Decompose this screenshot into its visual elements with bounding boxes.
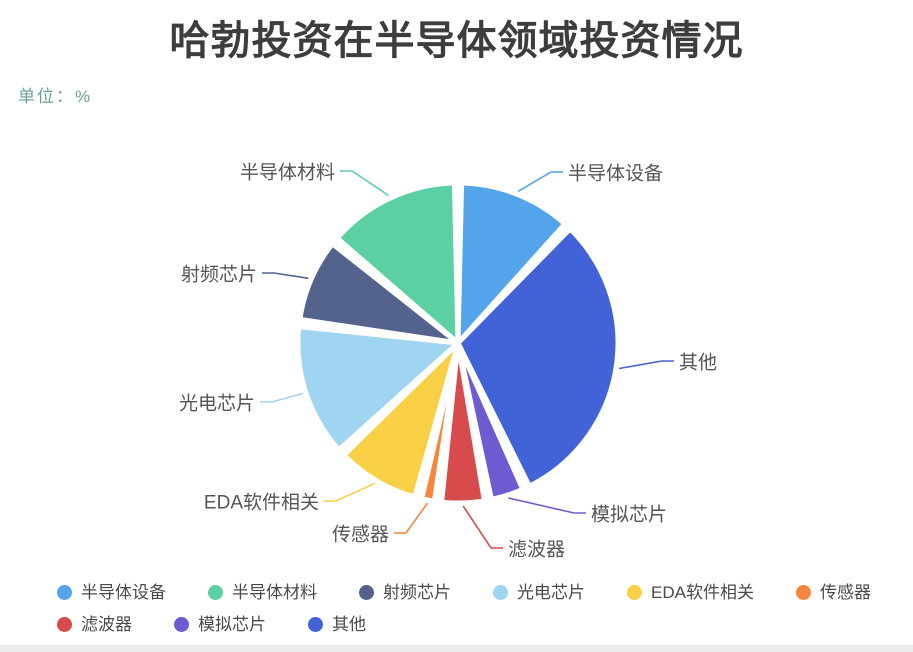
pie-slice-optoelectronic-chip[interactable] [295, 324, 461, 453]
pie-label-line-other [618, 360, 674, 370]
pie-label-line-sensor [394, 502, 429, 534]
legend-item-other[interactable]: 其他 [308, 613, 366, 636]
legend: 半导体设备 半导体材料 射频芯片 光电芯片 EDA软件相关 传感器滤波器 模拟芯片 其他 [57, 581, 879, 636]
legend-dot-sensor [795, 585, 811, 600]
legend-label: 模拟芯片 [198, 615, 266, 634]
legend-item-filter[interactable]: 滤波器 [57, 613, 132, 636]
pie-label-line-semiconductor-material [340, 170, 390, 197]
pie-label-analog-chip: 模拟芯片 [591, 504, 668, 526]
pie-label-other: 其他 [679, 352, 718, 374]
legend-label: 半导体设备 [81, 583, 166, 602]
legend-item-analog-chip[interactable]: 模拟芯片 [174, 613, 266, 636]
unit-label: 单位：% [18, 87, 93, 106]
legend-dot-rf-chip [359, 585, 374, 600]
legend-item-rf-chip[interactable]: 射频芯片 [359, 581, 451, 604]
pie-slice-rf-chip[interactable] [297, 241, 461, 346]
pie-slice-other[interactable] [455, 226, 621, 489]
legend-label: 半导体材料 [232, 583, 317, 602]
pie-label-line-filter [462, 505, 503, 549]
legend-dot-semiconductor-material [208, 585, 223, 600]
pie-slice-semiconductor-equipment[interactable] [455, 180, 568, 346]
legend-item-semiconductor-material[interactable]: 半导体材料 [208, 581, 317, 604]
bottom-divider [0, 645, 913, 652]
pie-label-line-semiconductor-equipment [517, 171, 563, 193]
legend-label: 滤波器 [81, 615, 132, 634]
legend-label: 其他 [332, 615, 366, 634]
pie-slice-eda-software[interactable] [341, 340, 461, 500]
legend-label: 光电芯片 [517, 583, 585, 602]
pie-label-filter: 滤波器 [508, 539, 566, 561]
pie-label-semiconductor-equipment: 半导体设备 [568, 163, 664, 185]
legend-dot-eda-software [627, 585, 642, 600]
pie-slice-filter[interactable] [439, 340, 487, 506]
pie-label-semiconductor-material: 半导体材料 [239, 162, 335, 184]
pie-label-rf-chip: 射频芯片 [180, 264, 257, 286]
legend-label: EDA软件相关 [651, 583, 754, 602]
pie-label-line-rf-chip [262, 272, 309, 280]
pie-label-line-eda-software [324, 482, 376, 502]
pie-label-optoelectronic-chip: 光电芯片 [178, 393, 255, 415]
legend-dot-analog-chip [174, 617, 189, 632]
legend-item-eda-software[interactable]: EDA软件相关 [627, 581, 754, 604]
legend-label: 传感器 [819, 583, 871, 602]
legend-dot-other [308, 617, 323, 632]
legend-item-semiconductor-equipment[interactable]: 半导体设备 [57, 581, 166, 604]
pie-label-line-optoelectronic-chip [260, 392, 304, 403]
legend-item-optoelectronic-chip[interactable]: 光电芯片 [493, 581, 585, 604]
legend-dot-optoelectronic-chip [493, 585, 508, 600]
legend-label: 射频芯片 [383, 583, 451, 602]
legend-item-sensor[interactable]: 传感器 [795, 581, 871, 604]
pie-slice-analog-chip[interactable] [455, 340, 526, 502]
pie-label-eda-software: EDA软件相关 [203, 492, 319, 514]
legend-dot-semiconductor-equipment [57, 585, 72, 600]
chart-title: 哈勃投资在半导体领域投资情况 [169, 19, 744, 63]
pie-slice-semiconductor-material[interactable] [334, 180, 461, 346]
pie-label-line-analog-chip [508, 497, 586, 514]
legend-dot-filter [57, 617, 72, 632]
pie-label-sensor: 传感器 [331, 524, 389, 546]
